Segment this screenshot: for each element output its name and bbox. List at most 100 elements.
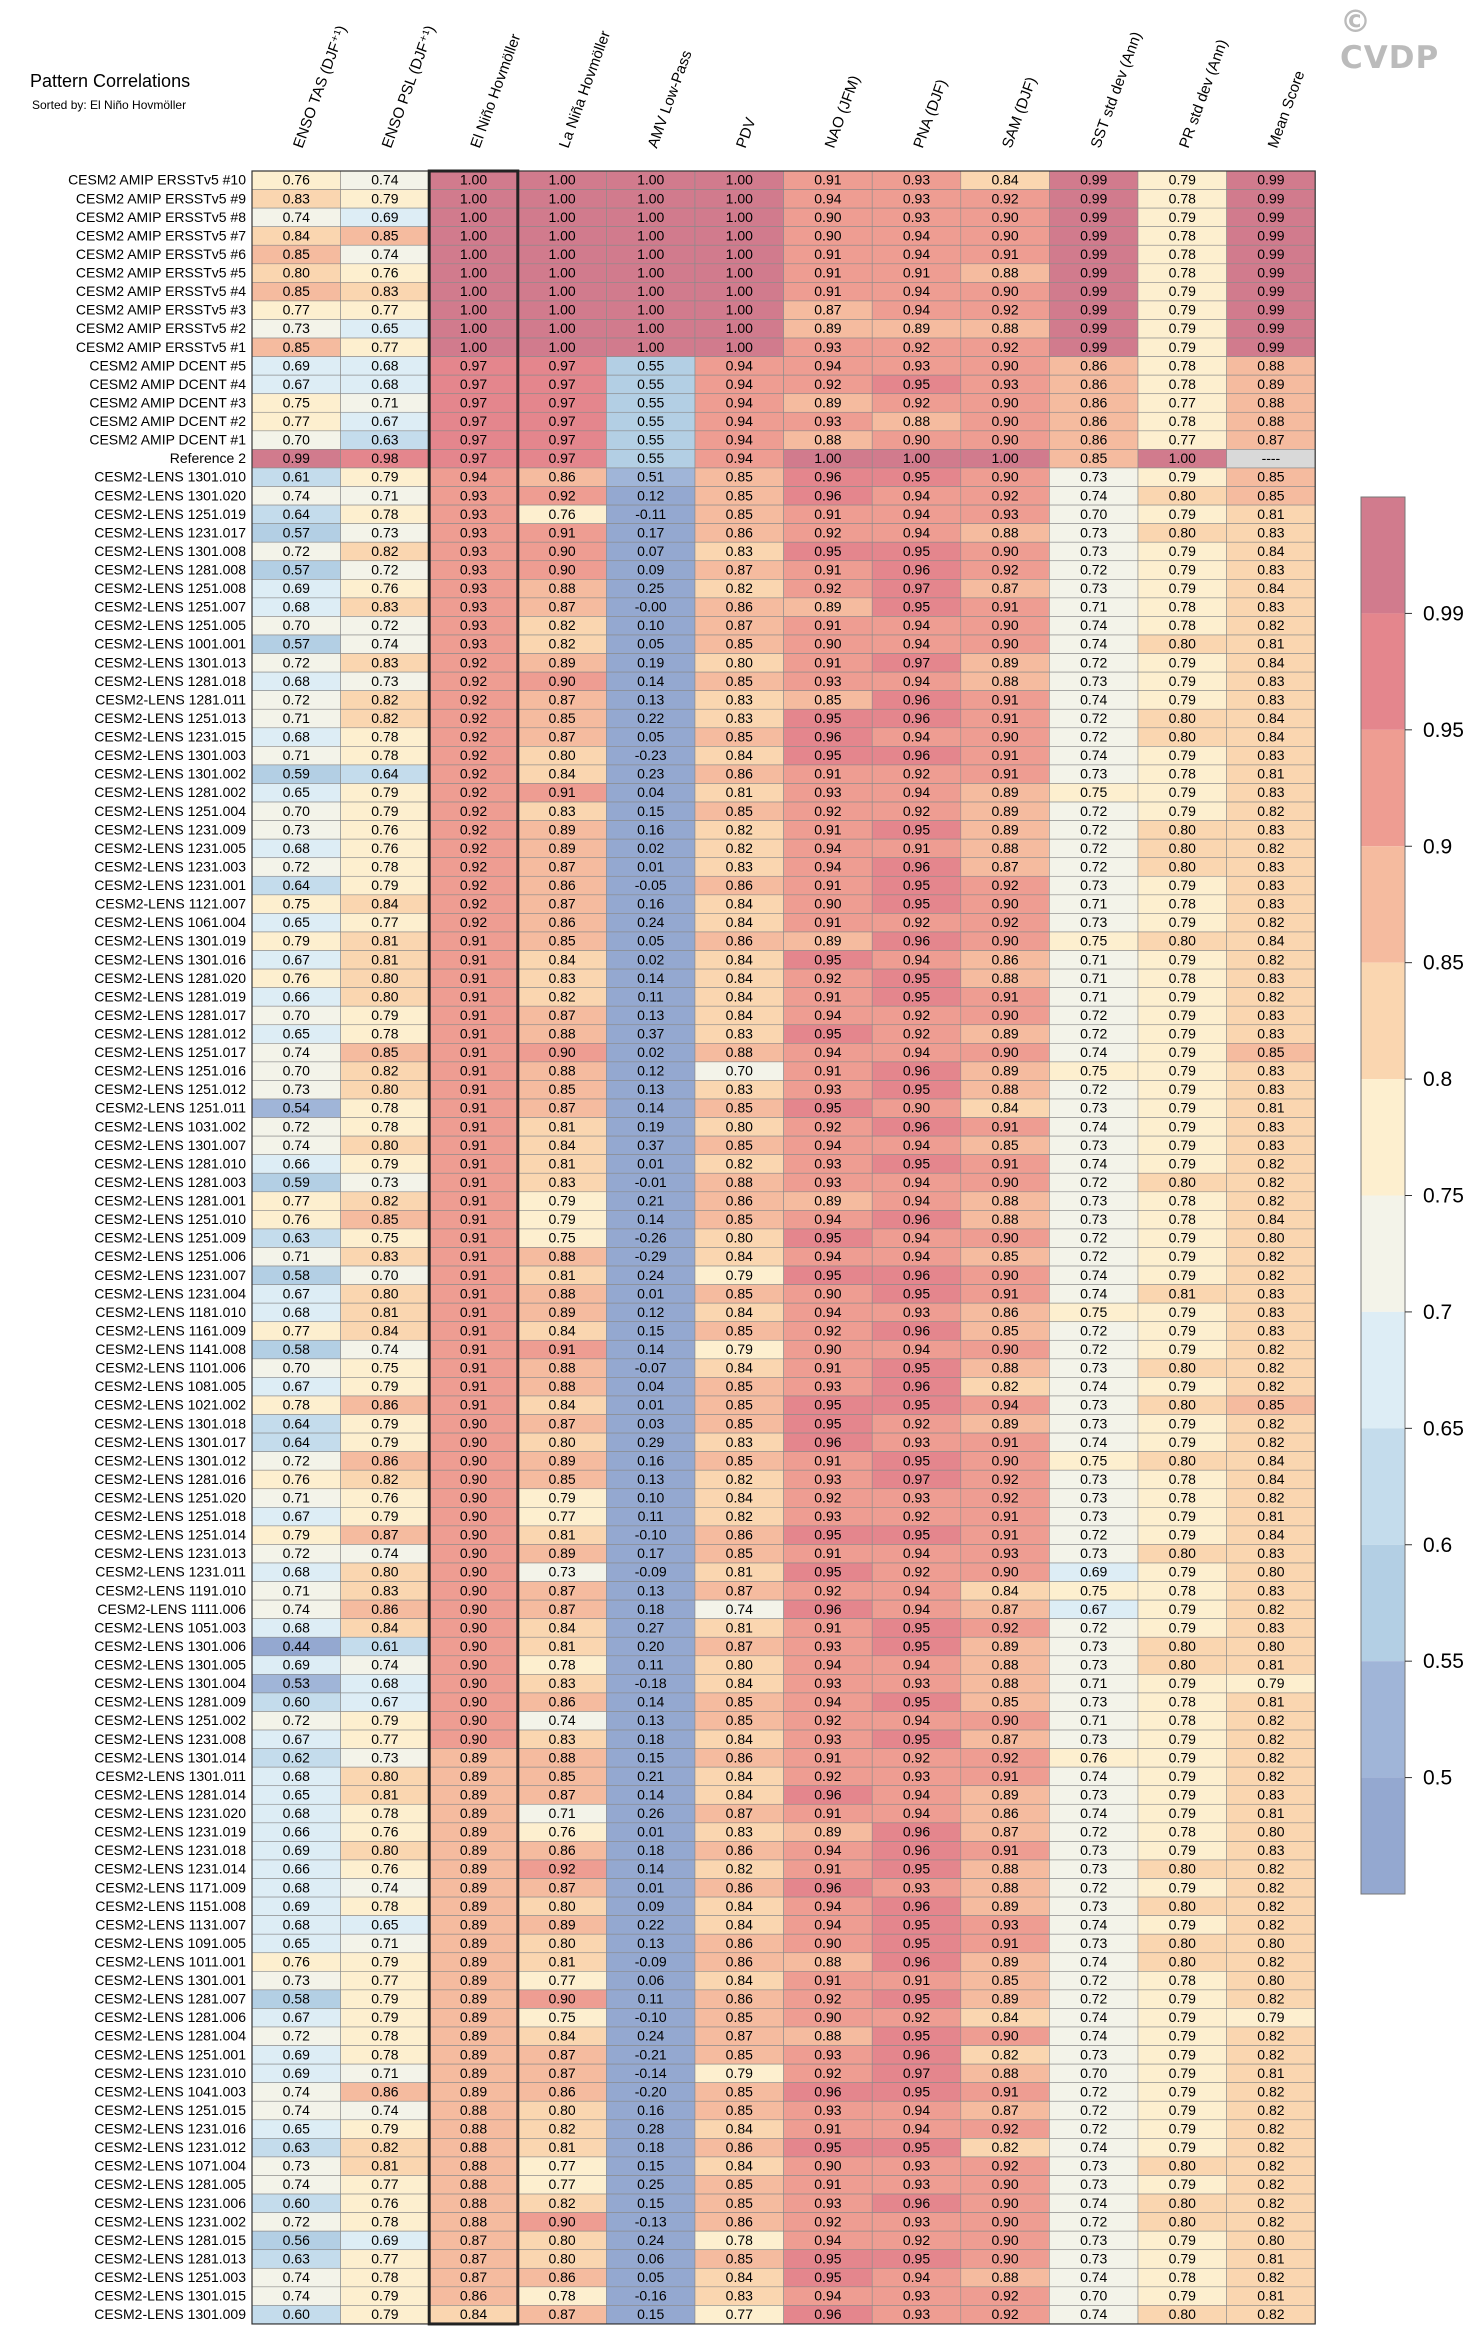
cell-value: 0.02 [637, 951, 664, 967]
cell-value: 0.85 [548, 1081, 575, 1097]
column-header: SAM (DJF) [999, 75, 1040, 151]
cell-value: 0.85 [726, 506, 753, 522]
cell-value: 0.85 [726, 2250, 753, 2266]
cell-value: 0.80 [1169, 1898, 1196, 1914]
cell-value: 0.94 [903, 951, 930, 967]
cell-value: 0.74 [371, 1657, 398, 1673]
cell-value: 0.87 [991, 1601, 1018, 1617]
cell-value: 0.91 [814, 506, 841, 522]
cell-value: 0.78 [1169, 376, 1196, 392]
cell-value: 0.92 [460, 840, 487, 856]
cell-value: 0.82 [548, 988, 575, 1004]
cell-value: 0.13 [637, 1935, 664, 1951]
cell-value: 0.93 [991, 1916, 1018, 1932]
cell-value: 0.83 [548, 1174, 575, 1190]
cell-value: 0.65 [283, 1935, 310, 1951]
cell-value: 0.79 [1169, 1118, 1196, 1134]
colorbar-tick-label: 0.55 [1423, 1650, 1464, 1673]
cell-value: 0.78 [371, 2028, 398, 2044]
cell-value: 0.84 [726, 970, 753, 986]
cell-value: 0.88 [548, 1025, 575, 1041]
cell-value: 0.86 [726, 599, 753, 615]
cell-value: 0.86 [726, 2213, 753, 2229]
cell-value: 0.06 [637, 2250, 664, 2266]
cell-value: 0.70 [283, 1360, 310, 1376]
cell-value: 0.89 [460, 1991, 487, 2007]
cell-value: 0.90 [991, 2250, 1018, 2266]
cell-value: 0.44 [283, 1638, 310, 1654]
cell-value: 0.85 [726, 729, 753, 745]
cell-value: 0.93 [814, 1378, 841, 1394]
cell-value: 0.72 [371, 561, 398, 577]
cell-value: 0.92 [814, 1118, 841, 1134]
cell-value: -0.16 [635, 2288, 667, 2304]
cell-value: 0.79 [1169, 951, 1196, 967]
cell-value: 0.96 [903, 1824, 930, 1840]
cell-value: 0.76 [371, 821, 398, 837]
cell-value: 0.85 [726, 636, 753, 652]
cell-value: 0.82 [1257, 2083, 1284, 2099]
cell-value: 0.81 [371, 933, 398, 949]
cell-value: 0.72 [1080, 710, 1107, 726]
cell-value: 0.92 [814, 2213, 841, 2229]
cell-value: 0.73 [1080, 2046, 1107, 2062]
cell-value: 0.91 [460, 1155, 487, 1171]
cell-value: 0.15 [637, 803, 664, 819]
cell-value: 0.79 [371, 1991, 398, 2007]
cell-value: 0.79 [1169, 2176, 1196, 2192]
cell-value: 0.78 [1169, 246, 1196, 262]
cell-value: 0.94 [903, 1657, 930, 1673]
cell-value: 0.82 [1257, 2102, 1284, 2118]
cell-value: 0.73 [1080, 1898, 1107, 1914]
row-label: CESM2-LENS 1251.020 [94, 1489, 246, 1505]
cell-value: 1.00 [726, 283, 753, 299]
row-label: CESM2-LENS 1301.018 [94, 1415, 246, 1431]
row-label: CESM2-LENS 1301.009 [94, 2306, 246, 2322]
cell-value: 0.94 [814, 840, 841, 856]
cell-value: 0.89 [548, 1916, 575, 1932]
cell-value: 0.91 [814, 877, 841, 893]
cell-value: 0.96 [903, 1953, 930, 1969]
row-label: CESM2-LENS 1151.008 [95, 1898, 246, 1914]
cell-value: 0.91 [814, 988, 841, 1004]
cell-value: 1.00 [460, 172, 487, 188]
cell-value: 0.74 [1080, 1155, 1107, 1171]
cell-value: 0.95 [814, 2269, 841, 2285]
cell-value: 0.95 [903, 1452, 930, 1468]
cell-value: 0.76 [283, 1953, 310, 1969]
cell-value: 0.91 [460, 1025, 487, 1041]
cell-value: 0.69 [371, 2232, 398, 2248]
cell-value: 0.72 [1080, 2213, 1107, 2229]
cell-value: 0.83 [371, 1248, 398, 1264]
cell-value: 0.74 [371, 2102, 398, 2118]
cell-value: 0.85 [726, 1322, 753, 1338]
cell-value: 0.79 [371, 1712, 398, 1728]
cell-value: 0.80 [548, 1935, 575, 1951]
cell-value: 0.80 [1169, 1397, 1196, 1413]
cell-value: 0.79 [1169, 2046, 1196, 2062]
cell-value: 0.84 [371, 896, 398, 912]
cell-value: 0.99 [1080, 302, 1107, 318]
cell-value: 0.79 [1169, 339, 1196, 355]
cell-value: 0.91 [460, 1118, 487, 1134]
row-label: CESM2-LENS 1281.018 [94, 673, 246, 689]
cell-value: 0.99 [1257, 302, 1284, 318]
row-label: CESM2-LENS 1251.014 [94, 1527, 246, 1543]
cell-value: 0.88 [991, 1657, 1018, 1673]
cell-value: 0.79 [1169, 1341, 1196, 1357]
cell-value: 0.72 [1080, 1025, 1107, 1041]
cell-value: 0.84 [991, 2009, 1018, 2025]
cell-value: 0.91 [814, 283, 841, 299]
cell-value: 0.73 [371, 1749, 398, 1765]
cell-value: -0.21 [635, 2046, 667, 2062]
cell-value: 0.99 [1080, 172, 1107, 188]
cell-value: 0.13 [637, 1081, 664, 1097]
cell-value: 0.91 [814, 654, 841, 670]
cell-value: 0.94 [903, 617, 930, 633]
cell-value: 0.02 [637, 1044, 664, 1060]
cell-value: 0.93 [903, 2288, 930, 2304]
cell-value: 0.93 [460, 524, 487, 540]
cell-value: 0.90 [814, 1341, 841, 1357]
cell-value: 0.72 [1080, 1174, 1107, 1190]
cell-value: 0.90 [991, 432, 1018, 448]
